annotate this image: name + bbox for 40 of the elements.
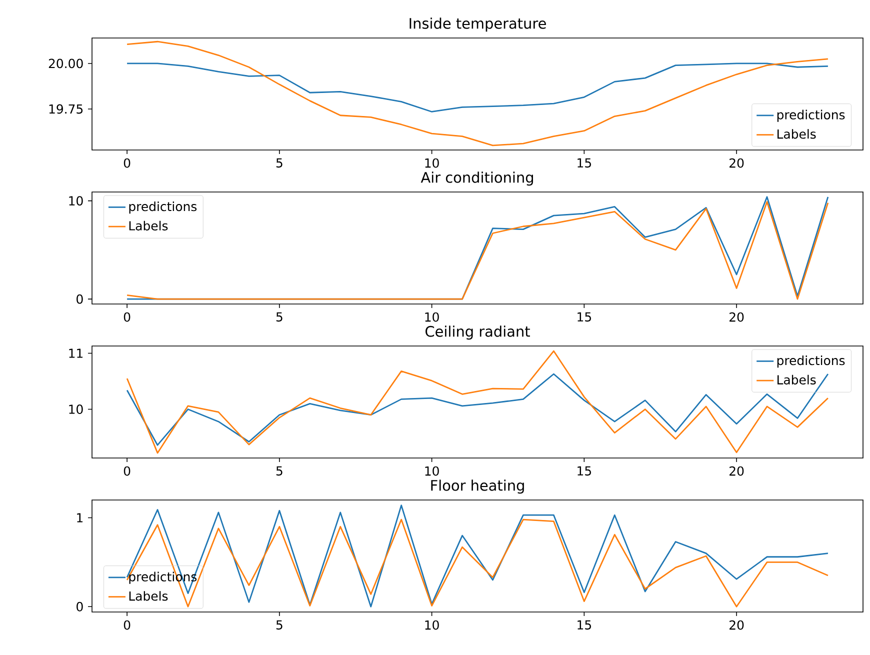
- y-tick-label: 0: [76, 602, 83, 612]
- x-tick-label: 10: [425, 620, 439, 630]
- x-tick-label: 0: [124, 312, 130, 322]
- y-tick-label: 11: [69, 348, 83, 358]
- chart-title: Inside temperature: [410, 18, 546, 32]
- y-tick-label: 19.75: [49, 104, 83, 114]
- x-tick-label: 15: [578, 620, 591, 630]
- line-series: [126, 373, 829, 446]
- y-tick-label: 1: [77, 513, 83, 522]
- legend-label: predictions: [777, 110, 845, 122]
- x-tick-label: 5: [276, 466, 282, 476]
- x-tick-label: 5: [276, 312, 282, 322]
- y-tick-label: 10: [69, 404, 83, 414]
- y-tick-label: 20.00: [48, 58, 83, 68]
- x-tick-label: 5: [276, 158, 282, 168]
- legend-label: Labels: [129, 220, 168, 230]
- x-tick-label: 10: [425, 312, 439, 322]
- x-tick-label: 20: [730, 158, 744, 168]
- y-tick-label: 0: [76, 294, 83, 304]
- y-tick-label: 10: [69, 196, 83, 206]
- x-tick-label: 15: [578, 312, 591, 322]
- x-tick-label: 20: [730, 466, 744, 476]
- x-tick-label: 0: [124, 466, 130, 476]
- x-tick-label: 15: [578, 466, 591, 476]
- chart-title: Floor heating: [431, 480, 524, 494]
- legend-label: predictions: [129, 202, 197, 214]
- legend-label: Labels: [778, 374, 816, 384]
- legend-label: Labels: [778, 129, 816, 139]
- x-tick-label: 5: [276, 620, 282, 630]
- legend-label: Labels: [129, 591, 168, 601]
- legend-label: predictions: [777, 356, 845, 368]
- x-tick-label: 0: [124, 158, 130, 168]
- x-tick-label: 20: [730, 312, 744, 322]
- x-tick-label: 10: [425, 466, 439, 476]
- x-tick-label: 0: [124, 620, 130, 630]
- x-tick-label: 10: [425, 158, 439, 168]
- x-tick-label: 15: [578, 158, 591, 168]
- chart-title: Ceiling radiant: [426, 326, 530, 340]
- chart-title: Air conditioning: [420, 172, 533, 186]
- x-tick-label: 20: [730, 620, 744, 630]
